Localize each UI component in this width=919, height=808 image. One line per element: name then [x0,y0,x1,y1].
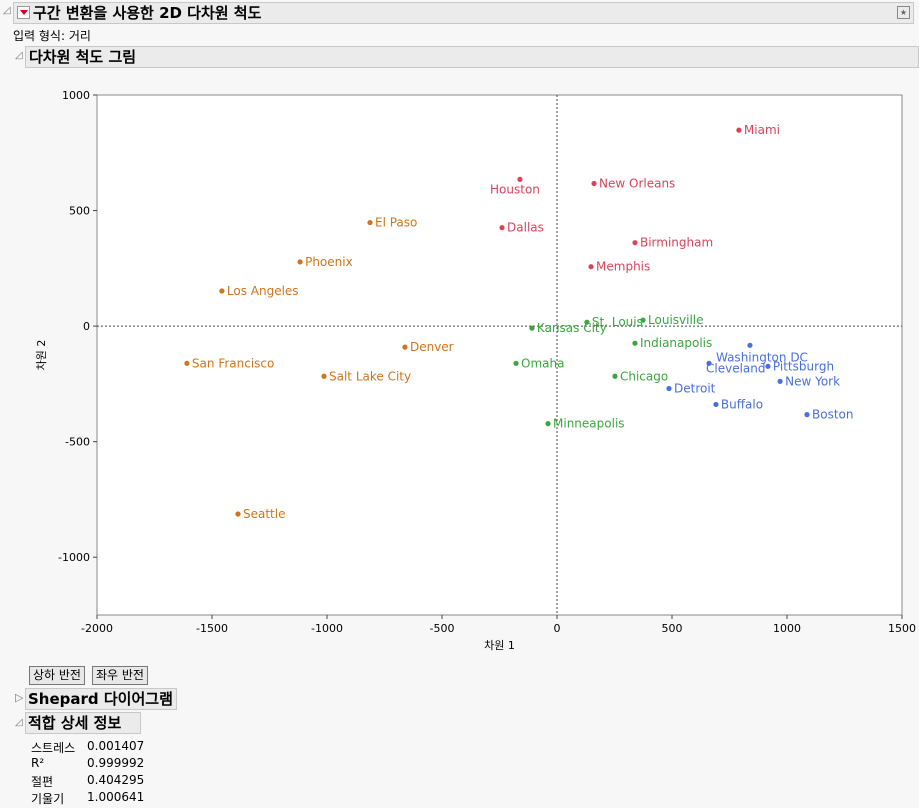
point-label: Minneapolis [553,417,625,431]
point-label: Pittsburgh [773,359,834,373]
x-tick-label: -500 [430,622,455,635]
y-tick-label: -1000 [58,551,90,564]
data-point [640,317,646,323]
collapse-triangle-icon[interactable]: ◿ [3,5,11,16]
report-title: 구간 변환을 사용한 2D 다차원 척도 [33,4,262,22]
data-point [545,421,551,427]
data-point [632,340,638,346]
point-label: Omaha [521,356,564,370]
x-axis-label: 차원 1 [484,639,515,652]
x-tick-label: -1000 [311,622,343,635]
point-label: Seattle [243,507,285,521]
x-tick-label: 0 [554,622,561,635]
flip-horizontal-button[interactable]: 좌우 반전 [92,666,148,685]
point-label: New Orleans [599,177,675,191]
point-label: Miami [744,123,780,137]
data-point [219,288,225,294]
red-triangle-menu-icon[interactable] [17,6,30,19]
point-label: Memphis [596,260,650,274]
y-tick-label: 1000 [62,89,90,102]
data-point [736,127,742,133]
y-axis-label: 차원 2 [35,340,48,371]
data-point [529,325,535,331]
data-point [235,511,241,517]
point-label: Indianapolis [640,336,712,350]
point-label: Denver [410,340,454,354]
data-point [747,342,753,348]
data-point [666,385,672,392]
y-tick-label: 0 [83,320,90,333]
point-label: Los Angeles [227,284,299,298]
data-point [765,363,771,369]
collapse-triangle-icon[interactable]: ◿ [15,717,23,728]
data-point [588,264,594,270]
x-tick-label: 1500 [888,622,916,635]
stat-row: 스트레스 0.001407 [31,739,145,755]
data-point [706,360,712,366]
x-tick-label: 500 [662,622,683,635]
flip-vertical-button[interactable]: 상하 반전 [29,666,85,685]
y-tick-label: -500 [65,436,90,449]
point-label: Kansas City [537,321,607,335]
point-label: Birmingham [640,236,713,250]
shepard-diagram-header[interactable]: Shepard 다이어그램 [25,688,177,710]
data-point [297,259,303,265]
plot-section-header[interactable]: 다차원 척도 그림 [25,46,919,68]
point-label: Dallas [507,221,544,235]
expand-triangle-icon[interactable]: ▷ [15,691,24,704]
point-label: Washington DC [716,350,808,364]
data-point [584,319,590,325]
data-point [632,240,638,246]
y-tick-label: 500 [69,205,90,218]
point-label: El Paso [375,216,417,230]
point-label: St. Louis [592,315,643,329]
data-point [591,180,597,187]
data-point [499,225,505,231]
data-point [713,401,719,408]
point-label: Boston [812,408,853,422]
x-tick-label: 1000 [773,622,801,635]
data-point [777,378,783,384]
data-point [612,373,618,379]
star-icon[interactable]: ★ [897,6,910,19]
data-point [184,360,190,366]
point-label: Chicago [620,369,668,383]
point-label: Phoenix [305,255,353,269]
point-label: Buffalo [721,397,763,411]
data-point [513,360,519,366]
stat-row: 기울기 1.000641 [31,790,145,806]
plot-frame [96,94,903,616]
data-point [517,176,523,182]
point-label: Salt Lake City [329,369,411,383]
fit-details-header[interactable]: 적합 상세 정보 [25,712,141,734]
input-format: 입력 형식: 거리 [13,29,91,43]
mds-scatter-plot: -2000 -1500 -1000 -500 0 500 1000 1500 -1000 -500… [35,89,916,652]
data-point [321,373,327,379]
point-label: Houston [490,182,540,196]
point-label: Cleveland [706,361,766,375]
x-tick-label: -1500 [196,622,228,635]
point-label: Louisville [648,313,704,327]
data-point [402,344,408,350]
point-label: Detroit [674,382,716,396]
point-label: New York [785,374,840,388]
stat-row: 절편 0.404295 [31,773,145,789]
report-header[interactable]: 구간 변환을 사용한 2D 다차원 척도 ★ [13,2,914,24]
x-tick-label: -2000 [81,622,113,635]
data-point [367,219,373,226]
point-label: San Francisco [192,356,274,370]
stat-row: R² 0.999992 [31,756,145,770]
collapse-triangle-icon[interactable]: ◿ [15,50,23,61]
data-point [804,412,810,418]
